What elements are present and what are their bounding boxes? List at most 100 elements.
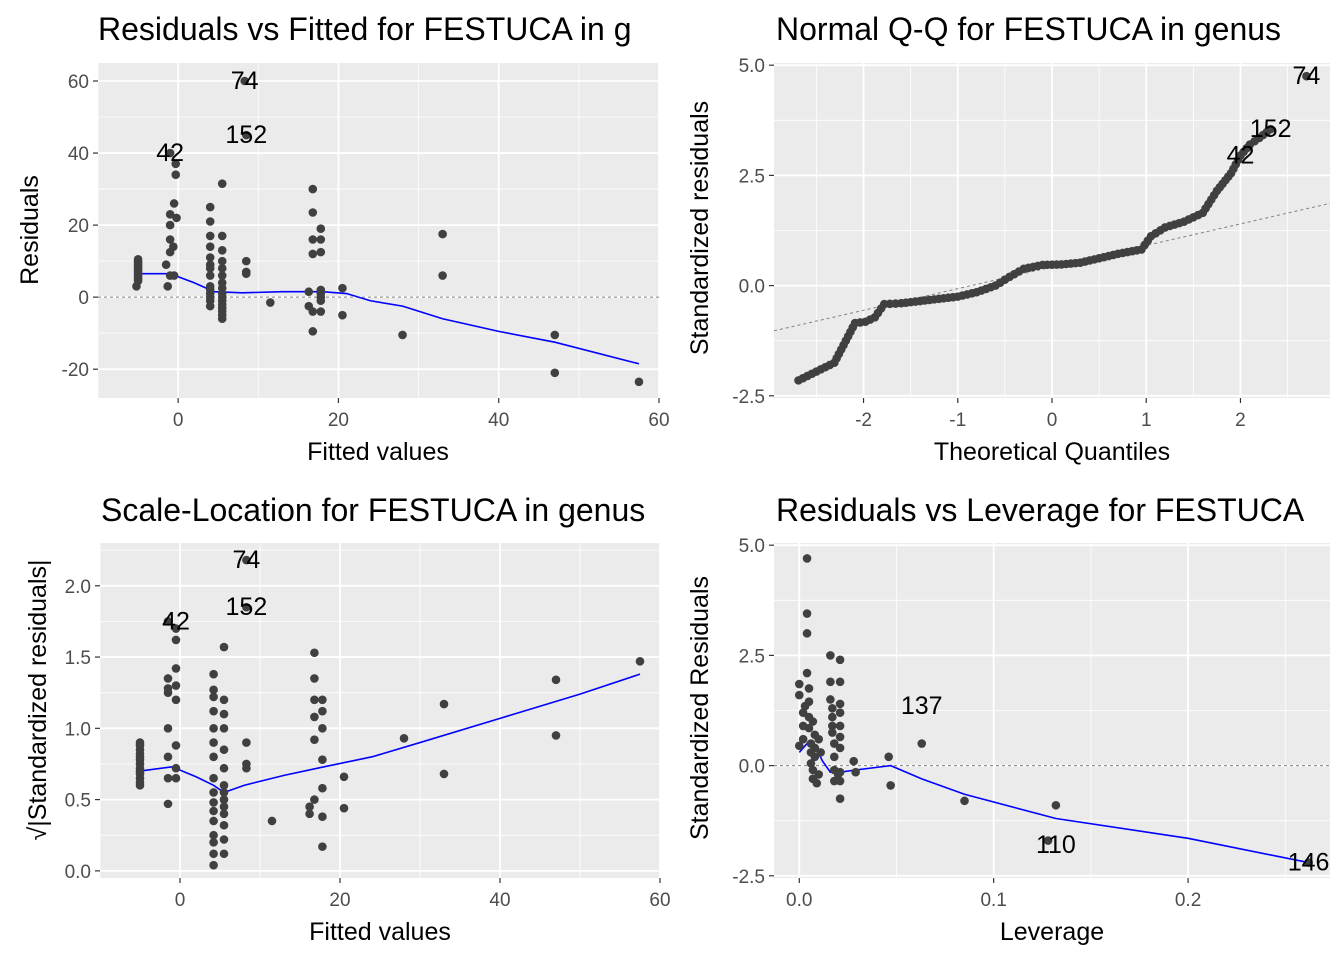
x-tick-label: 20 (328, 410, 349, 431)
data-point (209, 860, 218, 870)
data-point (318, 695, 327, 705)
data-point (826, 677, 835, 687)
data-point (171, 763, 181, 773)
data-point (835, 743, 845, 753)
smoother-line (138, 272, 640, 365)
data-point (205, 202, 215, 212)
data-point (305, 809, 314, 819)
data-point (219, 745, 229, 755)
data-point (171, 635, 181, 645)
data-point (808, 717, 818, 726)
data-point (308, 327, 318, 336)
data-point (318, 706, 327, 716)
data-point (316, 224, 326, 233)
data-point (339, 803, 349, 813)
point-label: 152 (1250, 115, 1292, 143)
data-point (804, 697, 814, 706)
x-tick-labels: 0.0 0.1 0.2 (786, 878, 1201, 911)
data-point (217, 256, 227, 266)
data-point (550, 330, 560, 340)
data-point (1266, 124, 1275, 134)
data-point (209, 806, 218, 816)
data-point (816, 748, 825, 757)
x-tick-label: -2 (855, 410, 872, 431)
smooth-line (139, 673, 641, 794)
data-points (794, 554, 1313, 867)
chart-title: Scale-Location for FESTUCA in genus (101, 492, 645, 528)
data-point (1051, 800, 1061, 810)
data-point (828, 721, 837, 731)
smoother-line (139, 673, 641, 794)
data-point (806, 759, 816, 768)
data-point (835, 721, 845, 731)
data-point (242, 555, 251, 565)
plot-panel (98, 63, 659, 398)
data-point (163, 617, 173, 626)
data-point (814, 770, 824, 779)
data-point (135, 781, 145, 790)
x-axis-label: Leverage (1000, 918, 1104, 946)
y-axis-label: Standardized Residuals (686, 576, 714, 840)
data-point (219, 788, 229, 797)
data-point (802, 554, 812, 563)
point-labels: 74 42 152 (156, 67, 267, 167)
data-point (794, 679, 804, 689)
x-tick-label: 2 (1235, 410, 1246, 431)
y-tick-label: 0.0 (739, 277, 765, 298)
data-point (802, 629, 812, 638)
data-point (886, 781, 895, 790)
y-tick-label: 60 (68, 72, 89, 93)
data-point (217, 314, 227, 324)
x-tick-label: 0.2 (1175, 890, 1201, 911)
data-point (802, 609, 812, 618)
data-point (308, 184, 318, 194)
point-label: 42 (1227, 142, 1255, 170)
x-tick-label: 0 (175, 890, 186, 911)
data-point (828, 703, 837, 713)
data-point (217, 246, 227, 255)
data-point (209, 685, 218, 695)
x-tick-label: 0.1 (980, 890, 1006, 911)
data-point (798, 734, 808, 744)
data-point (165, 209, 175, 219)
y-axis-label: √|Standardized residuals| (24, 559, 52, 840)
data-point (794, 741, 804, 751)
data-point (551, 731, 561, 740)
chart-title: Normal Q-Q for FESTUCA in genus (776, 11, 1281, 47)
data-point (804, 684, 814, 693)
data-point (219, 695, 229, 705)
data-points (135, 555, 645, 870)
data-point (165, 148, 175, 158)
data-point (308, 307, 318, 316)
y-tick-labels: -2.5 0.0 2.5 5.0 (732, 56, 774, 408)
data-point (171, 624, 181, 633)
data-point (219, 763, 229, 773)
data-point (133, 258, 143, 268)
data-point (163, 724, 173, 733)
data-point (171, 773, 181, 783)
data-point (219, 802, 229, 812)
y-tick-label: -2.5 (732, 867, 765, 888)
data-point (219, 781, 229, 790)
data-point (829, 752, 839, 762)
data-point (808, 765, 818, 775)
data-point (835, 776, 845, 786)
data-point (810, 752, 820, 762)
data-point (829, 739, 839, 748)
data-point (308, 249, 318, 259)
data-point (835, 708, 845, 718)
data-point (318, 812, 327, 822)
y-tick-labels: -20 0 20 40 60 (62, 72, 98, 381)
data-point (171, 681, 181, 690)
data-point (205, 264, 215, 273)
data-point (205, 242, 215, 252)
reference-dashed-line (774, 202, 1330, 332)
y-tick-label: 5.0 (739, 56, 765, 77)
data-point (171, 170, 181, 179)
data-point (810, 743, 820, 753)
data-point (219, 795, 229, 804)
data-point (163, 799, 173, 809)
data-point (814, 734, 824, 744)
